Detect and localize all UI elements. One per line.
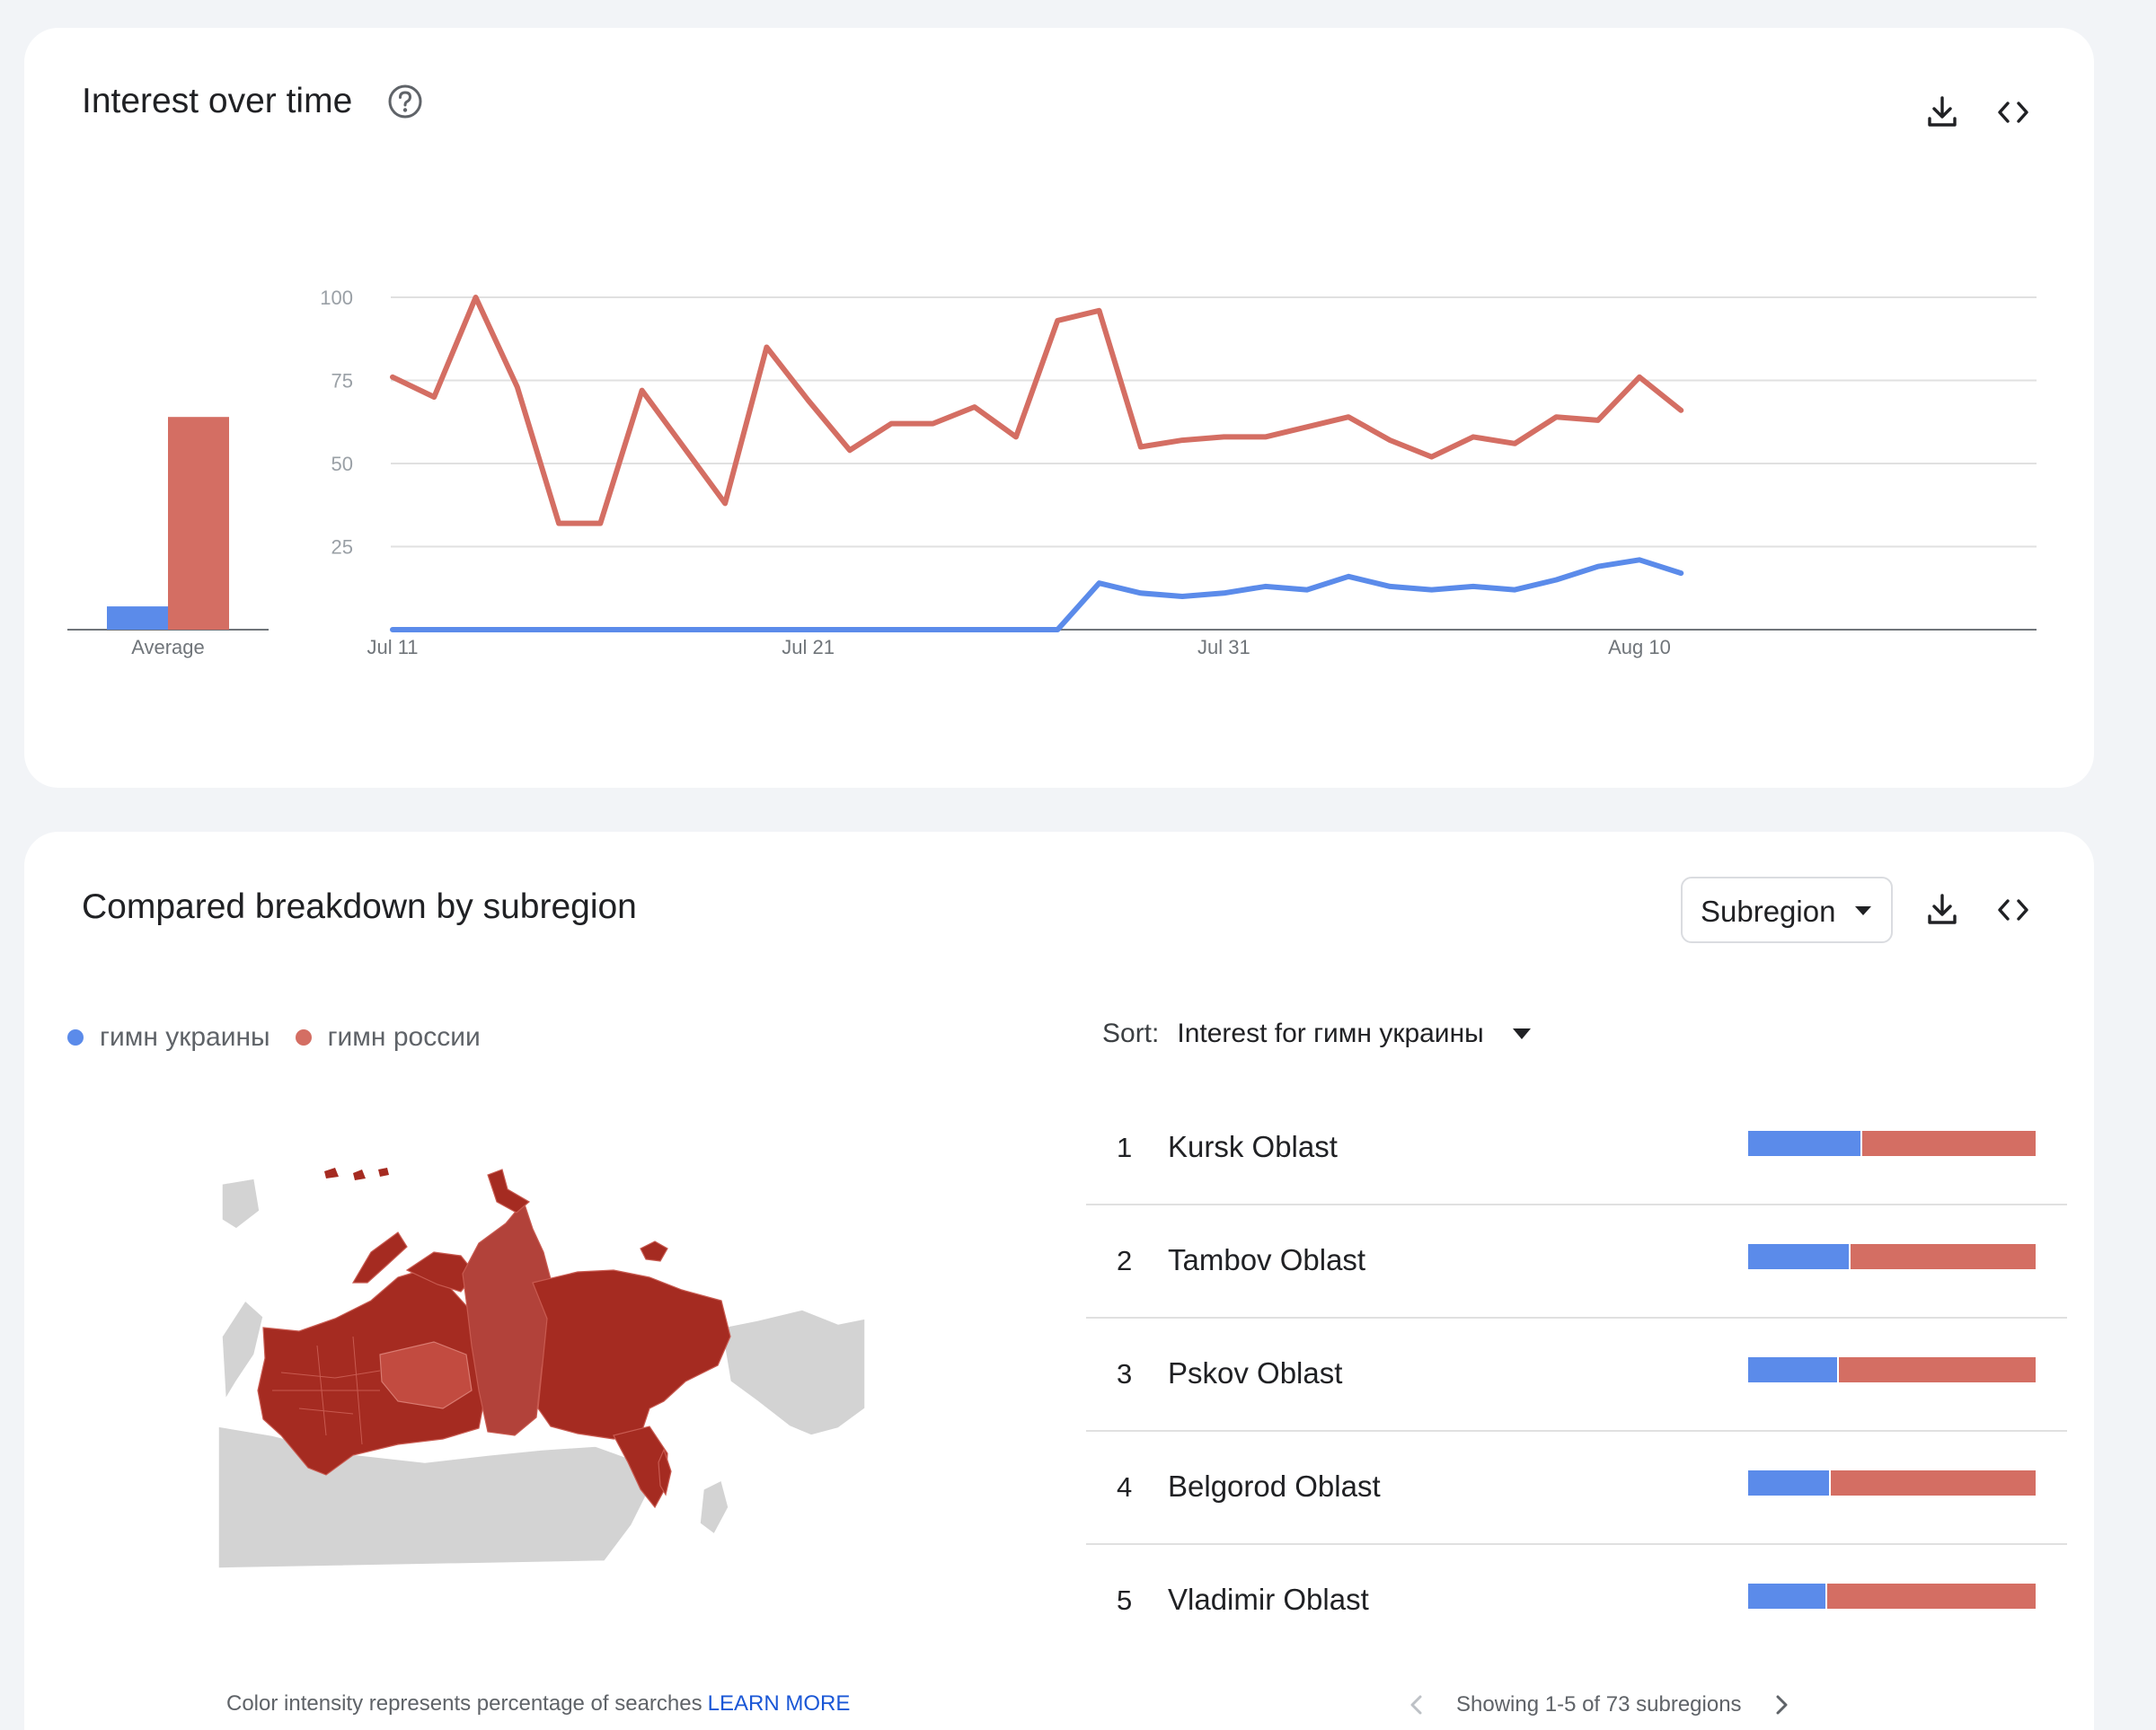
rank-number: 5 — [1117, 1584, 1133, 1616]
bar-segment-series-1 — [1748, 1470, 1829, 1496]
bar-segment-series-1 — [1748, 1584, 1826, 1609]
map-region-arctic-islands — [487, 1169, 531, 1214]
rank-number: 2 — [1117, 1245, 1133, 1276]
legend-dot — [67, 1029, 84, 1046]
x-tick-label: Jul 11 — [367, 636, 418, 658]
sort-label: Sort: — [1102, 1019, 1160, 1048]
map-region-north-island — [351, 1231, 408, 1284]
map-region-franz-josef — [324, 1168, 389, 1180]
caret-down-icon — [1512, 1028, 1531, 1039]
map-region-west-russia — [257, 1266, 489, 1476]
series-legend: гимн украины гимн россии — [67, 1022, 506, 1053]
prev-page-button[interactable] — [1399, 1687, 1435, 1723]
interest-line-chart: 25 50 75 100 Jul 11 Jul 21 Jul 31 Aug 10 — [320, 287, 2037, 658]
average-bar-2 — [168, 417, 229, 630]
map-region-east-siberia — [532, 1269, 731, 1440]
map-region-sakhalin — [658, 1448, 672, 1496]
series-line-1 — [390, 557, 1684, 632]
legend-item-series-2[interactable]: гимн россии — [295, 1022, 481, 1053]
breakdown-title: Compared breakdown by subregion — [82, 887, 637, 926]
x-tick-label: Jul 31 — [1197, 636, 1250, 658]
embed-code-icon — [1998, 899, 2028, 921]
average-bar-chart: Average — [67, 417, 269, 658]
y-tick-label: 50 — [331, 453, 353, 475]
subregion-map[interactable] — [217, 1166, 866, 1569]
rank-number: 1 — [1117, 1132, 1133, 1163]
bar-segment-series-2 — [1839, 1357, 2036, 1382]
average-bar-1 — [107, 606, 168, 630]
subregion-name: Kursk Oblast — [1168, 1130, 1338, 1163]
bar-segment-series-2 — [1830, 1470, 2036, 1496]
bar-segment-series-1 — [1748, 1244, 1849, 1269]
list-item[interactable]: 4 Belgorod Oblast — [1086, 1432, 2067, 1545]
comparison-bar — [1748, 1470, 2036, 1496]
comparison-bar — [1748, 1244, 2036, 1269]
map-land-japan — [699, 1478, 729, 1536]
caption-text: Color intensity represents percentage of… — [226, 1691, 702, 1716]
map-region-urals — [379, 1341, 473, 1409]
bar-segment-series-2 — [1851, 1244, 2036, 1269]
map-land-arctic — [221, 1178, 261, 1230]
embed-button[interactable] — [1990, 89, 2037, 136]
download-icon — [1928, 96, 1957, 127]
caret-down-icon — [1855, 906, 1871, 915]
subregion-name: Vladimir Oblast — [1168, 1583, 1369, 1616]
rank-number: 3 — [1117, 1358, 1133, 1390]
bar-segment-series-1 — [1748, 1357, 1838, 1382]
download-icon — [1928, 894, 1957, 924]
subregion-breakdown-card: Compared breakdown by subregion Subregio… — [24, 832, 2094, 1730]
bar-segment-series-1 — [1748, 1131, 1860, 1156]
sort-dropdown[interactable]: Sort: Interest for гимн украины — [1102, 1019, 1531, 1049]
list-item[interactable]: 2 Tambov Oblast — [1086, 1205, 2067, 1319]
y-tick-label: 100 — [320, 287, 353, 309]
rank-number: 4 — [1117, 1471, 1133, 1503]
map-land-scandinavia — [221, 1299, 264, 1402]
legend-item-series-1[interactable]: гимн украины — [67, 1022, 270, 1053]
comparison-bar — [1748, 1584, 2036, 1609]
pagination-text: Showing 1-5 of 73 subregions — [1456, 1692, 1742, 1717]
y-tick-label: 25 — [331, 536, 353, 559]
legend-dot — [295, 1029, 312, 1046]
legend-label: гимн украины — [100, 1022, 270, 1052]
list-item[interactable]: 1 Kursk Oblast — [1086, 1092, 2067, 1205]
map-region-new-siberian — [640, 1240, 668, 1262]
legend-label: гимн россии — [327, 1022, 481, 1052]
download-button[interactable] — [1919, 89, 1966, 136]
embed-button[interactable] — [1990, 887, 2037, 933]
bar-segment-series-2 — [1861, 1131, 2036, 1156]
series-line-2 — [390, 295, 1684, 526]
next-page-button[interactable] — [1763, 1687, 1799, 1723]
x-tick-label: Jul 21 — [782, 636, 835, 658]
subregion-name: Belgorod Oblast — [1168, 1470, 1381, 1503]
x-tick-label: Aug 10 — [1608, 636, 1671, 658]
interest-over-time-title: Interest over time — [82, 82, 353, 120]
subregion-name: Pskov Oblast — [1168, 1356, 1343, 1390]
bar-segment-series-2 — [1827, 1584, 2036, 1609]
chevron-left-icon — [1410, 1695, 1422, 1715]
embed-code-icon — [1998, 102, 2028, 123]
download-button[interactable] — [1919, 887, 1966, 933]
map-caption: Color intensity represents percentage of… — [226, 1691, 850, 1717]
average-label: Average — [131, 636, 205, 658]
map-land-east — [720, 1309, 866, 1436]
subregion-dropdown[interactable]: Subregion — [1681, 877, 1893, 943]
help-icon[interactable] — [387, 84, 423, 119]
interest-over-time-card: Interest over time Average 25 50 75 100 Jul … — [24, 28, 2094, 788]
comparison-bar — [1748, 1131, 2036, 1156]
chevron-right-icon — [1776, 1695, 1788, 1715]
list-item[interactable]: 5 Vladimir Oblast — [1086, 1545, 2067, 1658]
pagination: Showing 1-5 of 73 subregions — [1399, 1687, 1799, 1723]
list-item[interactable]: 3 Pskov Oblast — [1086, 1319, 2067, 1432]
subregion-name: Tambov Oblast — [1168, 1243, 1366, 1276]
learn-more-link[interactable]: LEARN MORE — [707, 1691, 851, 1716]
subregion-ranking-list: 1 Kursk Oblast 2 Tambov Oblast 3 Pskov O… — [1086, 1092, 2067, 1658]
map-region-far-east — [613, 1425, 668, 1509]
subregion-dropdown-label: Subregion — [1701, 895, 1836, 928]
y-tick-label: 75 — [331, 370, 353, 393]
sort-value: Interest for гимн украины — [1177, 1019, 1484, 1048]
comparison-bar — [1748, 1357, 2036, 1382]
